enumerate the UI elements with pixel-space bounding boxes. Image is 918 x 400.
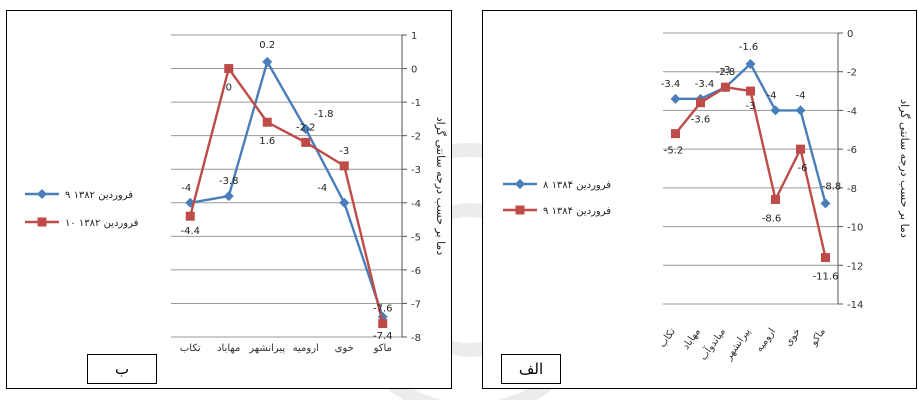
data-point bbox=[696, 98, 705, 108]
data-point bbox=[223, 191, 234, 202]
y-tick-label: -4 bbox=[847, 106, 857, 117]
chart-b-svg: 1 0 -1 -2 -3 -4 -5 -6 -7 -8 دما بر حسب درجه سانتی … bbox=[25, 31, 447, 354]
data-point bbox=[770, 105, 781, 116]
legend-marker bbox=[37, 189, 47, 199]
legend-marker bbox=[37, 217, 47, 227]
data-label: -4 bbox=[181, 183, 191, 194]
data-label: -1.6 bbox=[739, 42, 759, 53]
legend-marker bbox=[515, 205, 525, 215]
data-point bbox=[224, 64, 234, 74]
data-point bbox=[746, 86, 755, 96]
x-tick-label: خوی bbox=[335, 343, 354, 354]
data-label: 0 bbox=[226, 83, 232, 94]
data-label: -3.4 bbox=[695, 79, 715, 90]
y-tick-label: -12 bbox=[847, 261, 863, 272]
data-point bbox=[339, 197, 350, 208]
data-point bbox=[671, 129, 680, 139]
data-label: -3.8 bbox=[219, 176, 239, 187]
x-tick-label: مهاباد bbox=[217, 343, 240, 354]
data-label: -3 bbox=[721, 65, 731, 76]
y-tick-label: -3 bbox=[411, 165, 421, 176]
data-point bbox=[771, 194, 780, 204]
data-point bbox=[301, 137, 311, 147]
y-tick-label: -8 bbox=[847, 184, 857, 195]
series-line bbox=[190, 58, 384, 318]
x-tick-label: تکاب bbox=[657, 326, 678, 349]
x-tick-label: ماکو bbox=[808, 326, 828, 348]
x-tick-label: پیرانشهر bbox=[723, 326, 753, 363]
y-tick-label: 0 bbox=[411, 65, 417, 76]
y-tick-label: -2 bbox=[411, 132, 421, 143]
y-tick-label: -14 bbox=[847, 300, 863, 311]
data-label: -4 bbox=[767, 90, 777, 101]
panel-label-a: الف bbox=[501, 354, 561, 384]
data-label: -7.6 bbox=[373, 304, 393, 315]
data-point bbox=[185, 211, 195, 221]
y-axis-label: دما بر حسب درجه سانتی گراد bbox=[434, 117, 447, 256]
data-label: -6 bbox=[798, 163, 808, 174]
legend-label: ۸ فروردین ۱۳۸۴ bbox=[543, 180, 611, 191]
data-point bbox=[262, 117, 272, 127]
data-point bbox=[339, 161, 349, 171]
data-point bbox=[745, 58, 756, 69]
x-tick-label: مهاباد bbox=[681, 326, 703, 351]
data-label: -3.6 bbox=[691, 115, 711, 126]
x-tick-label: ماکو bbox=[373, 343, 392, 354]
x-tick-label: خوی bbox=[783, 326, 803, 348]
x-tick-label: ارومیه bbox=[754, 326, 778, 354]
y-tick-label: -8 bbox=[411, 333, 421, 344]
data-point bbox=[378, 319, 388, 329]
data-point bbox=[820, 198, 831, 209]
data-label: -8.8 bbox=[822, 181, 842, 192]
legend-marker bbox=[515, 179, 525, 189]
data-point bbox=[300, 123, 311, 134]
data-label: -3 bbox=[746, 101, 756, 112]
chart-panel-b: 1 0 -1 -2 -3 -4 -5 -6 -7 -8 دما بر حسب درجه سانتی … bbox=[6, 10, 452, 389]
legend-label: ۹ فروردین ۱۳۸۴ bbox=[543, 206, 611, 217]
y-tick-label: -7 bbox=[411, 299, 421, 310]
chart-panel-a: 0 -2 -4 -6 -8 -10 -12 -14 دما بر حسب درجه سانتی … bbox=[482, 10, 917, 389]
data-label: -11.6 bbox=[813, 272, 839, 283]
data-label: -3 bbox=[339, 146, 349, 157]
y-tick-label: 1 bbox=[411, 31, 417, 42]
y-tick-label: -1 bbox=[411, 98, 421, 109]
legend-label: ۹ فروردین ۱۳۸۲ bbox=[65, 190, 133, 201]
x-tick-label: تکاب bbox=[180, 343, 201, 354]
data-point bbox=[262, 56, 273, 67]
data-point bbox=[796, 144, 805, 154]
data-label: -4 bbox=[796, 90, 806, 101]
series-line bbox=[189, 65, 384, 324]
data-point bbox=[670, 93, 681, 104]
data-label: -5.2 bbox=[664, 146, 684, 157]
data-point bbox=[821, 253, 830, 263]
y-tick-label: -6 bbox=[847, 145, 857, 156]
data-label: -7.4 bbox=[373, 331, 393, 342]
data-point bbox=[795, 105, 806, 116]
data-label: -3.4 bbox=[661, 79, 681, 90]
data-label: -8.6 bbox=[762, 213, 782, 224]
data-label: -4 bbox=[317, 183, 327, 194]
data-point bbox=[721, 82, 730, 92]
y-tick-label: -4 bbox=[411, 199, 421, 210]
data-label: -2.2 bbox=[296, 122, 316, 133]
y-tick-label: -5 bbox=[411, 232, 421, 243]
x-tick-label: پیرانشهر bbox=[248, 343, 285, 354]
y-tick-label: -6 bbox=[411, 266, 421, 277]
y-tick-label: -10 bbox=[847, 223, 863, 234]
y-tick-label: -2 bbox=[847, 68, 857, 79]
x-tick-label: ارومیه bbox=[293, 343, 319, 354]
x-tick-label: میاندوآب bbox=[696, 325, 728, 362]
y-tick-label: 0 bbox=[847, 29, 853, 40]
data-label: -4.4 bbox=[180, 226, 200, 237]
panel-label-b: ب bbox=[87, 354, 157, 384]
y-axis-label: دما بر حسب درجه سانتی گراد bbox=[898, 99, 911, 238]
legend-label: ۱۰ فروردین ۱۳۸۲ bbox=[65, 218, 139, 229]
data-label: -1.8 bbox=[314, 109, 334, 120]
data-label: 0.2 bbox=[259, 40, 275, 51]
chart-a-svg: 0 -2 -4 -6 -8 -10 -12 -14 دما بر حسب درجه سانتی … bbox=[503, 29, 911, 363]
data-label: -2.8 bbox=[716, 67, 736, 78]
data-label: 1.6 bbox=[259, 136, 275, 147]
